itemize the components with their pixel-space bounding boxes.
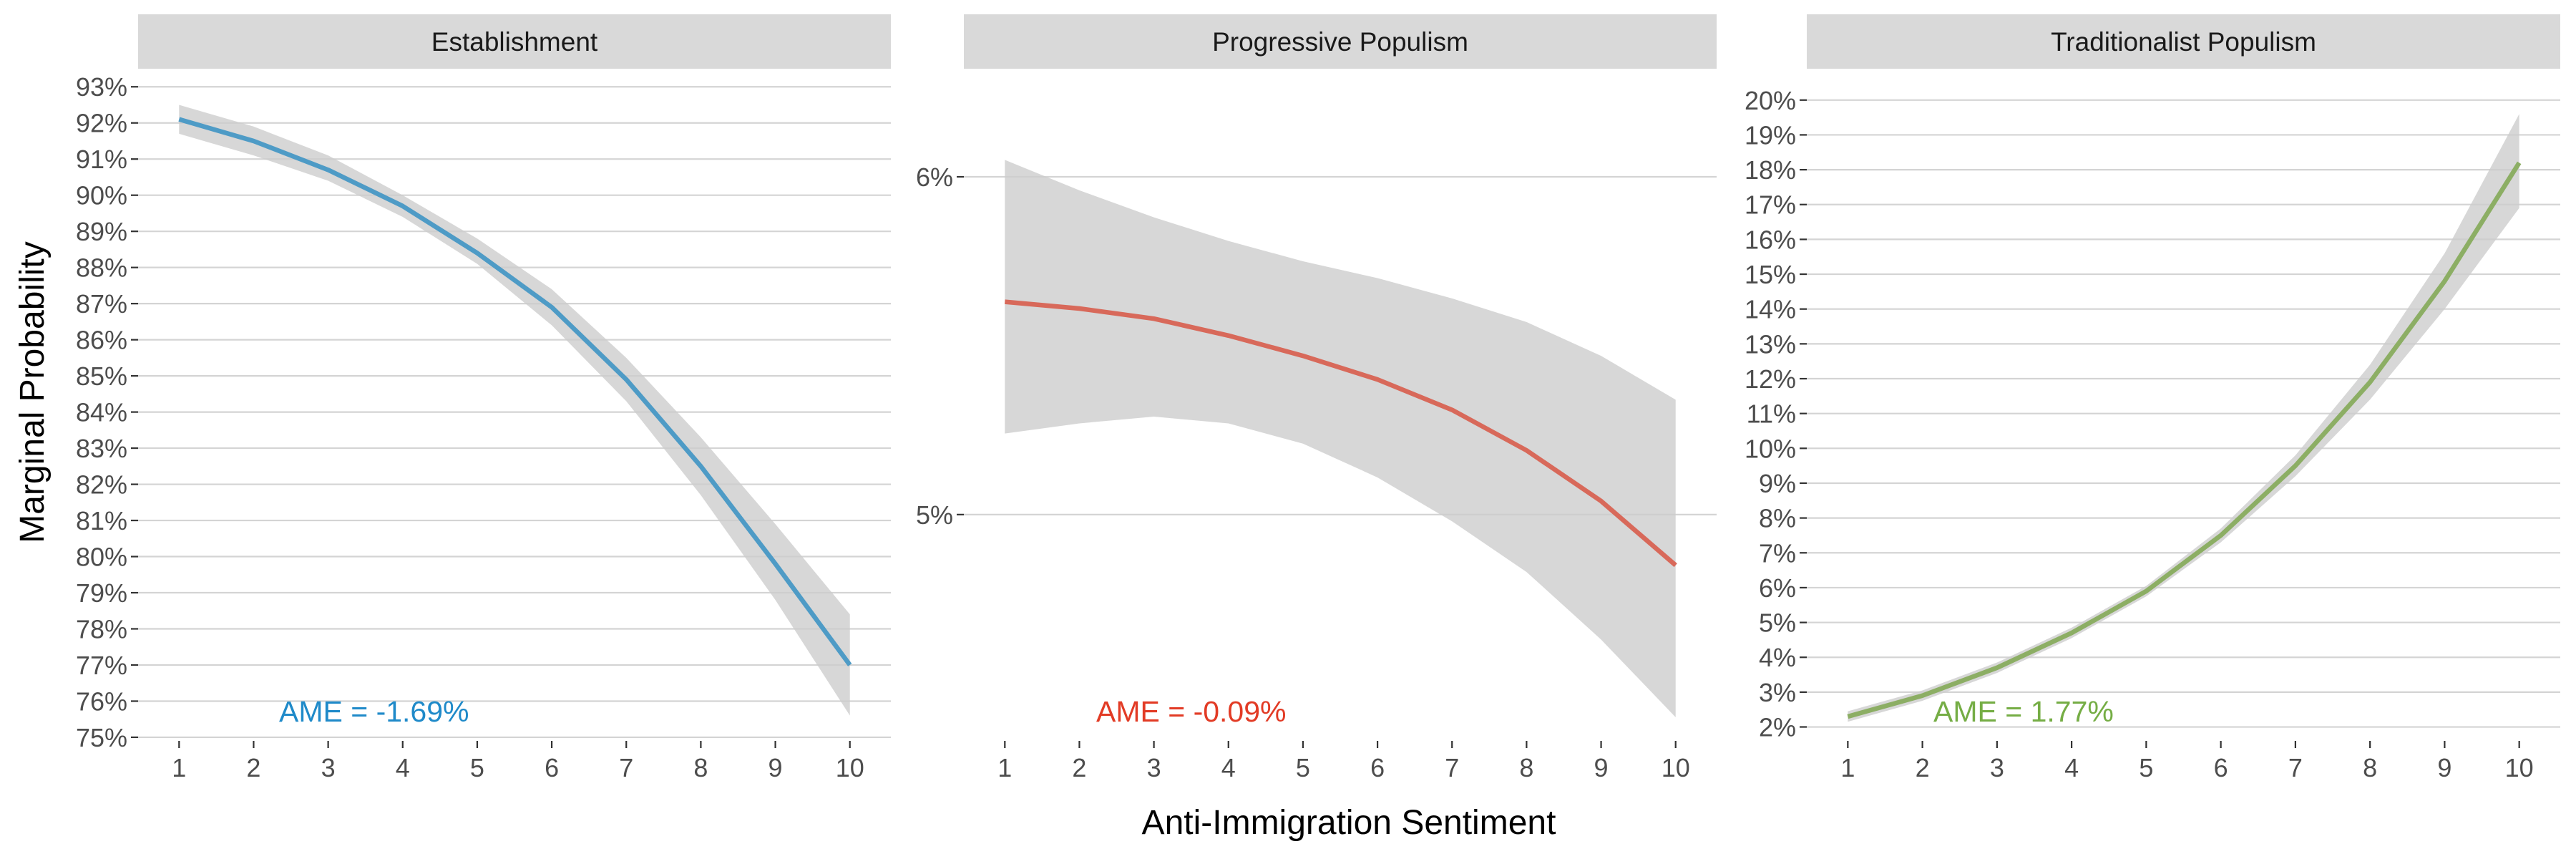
y-tick-label: 16%	[1745, 225, 1796, 254]
y-tick-label: 14%	[1745, 295, 1796, 324]
y-tick-label: 7%	[1759, 538, 1796, 568]
confidence-band	[179, 105, 850, 716]
ame-annotation: AME = -0.09%	[1096, 695, 1286, 728]
x-tick-label: 3	[321, 753, 336, 782]
facet-strip	[138, 14, 891, 69]
x-tick-label: 4	[1221, 753, 1236, 782]
ame-annotation: AME = -1.69%	[279, 695, 469, 728]
y-tick-label: 83%	[76, 434, 127, 463]
series-line	[178, 117, 852, 666]
y-tick-label: 4%	[1759, 643, 1796, 672]
x-tick-label: 4	[2064, 753, 2079, 782]
y-tick-label: 90%	[76, 181, 127, 210]
y-tick-label: 80%	[76, 543, 127, 572]
y-tick-label: 82%	[76, 470, 127, 500]
y-axis-title: Marginal Probability	[14, 241, 52, 543]
y-tick-label: 17%	[1745, 190, 1796, 220]
x-tick-label: 3	[1147, 753, 1161, 782]
x-tick-label: 1	[997, 753, 1012, 782]
y-tick-label: 93%	[76, 72, 127, 102]
series-line	[1004, 299, 1677, 568]
y-tick-label: 86%	[76, 326, 127, 355]
x-tick-label: 5	[2139, 753, 2153, 782]
x-tick-label: 3	[1990, 753, 2004, 782]
y-tick-label: 5%	[916, 500, 953, 530]
x-tick-label: 1	[1840, 753, 1855, 782]
x-tick-label: 10	[836, 753, 864, 782]
facet-strip-label: Establishment	[431, 27, 598, 57]
y-tick-label: 75%	[76, 723, 127, 752]
y-tick-label: 9%	[1759, 469, 1796, 498]
y-tick-label: 12%	[1745, 364, 1796, 394]
y-tick-label: 3%	[1759, 678, 1796, 707]
x-tick-label: 1	[172, 753, 186, 782]
facet-strip	[1807, 14, 2560, 69]
y-tick-label: 5%	[1759, 608, 1796, 638]
y-tick-label: 84%	[76, 398, 127, 427]
x-tick-label: 7	[1445, 753, 1459, 782]
x-axis-title: Anti-Immigration Sentiment	[1142, 804, 1556, 842]
x-tick-label: 7	[619, 753, 633, 782]
x-tick-label: 8	[2363, 753, 2377, 782]
x-tick-label: 4	[396, 753, 410, 782]
y-tick-label: 13%	[1745, 329, 1796, 359]
ame-annotation: AME = 1.77%	[1933, 695, 2114, 728]
x-tick-label: 5	[470, 753, 484, 782]
x-tick-label: 8	[693, 753, 708, 782]
y-tick-label: 8%	[1759, 504, 1796, 533]
y-tick-label: 6%	[1759, 573, 1796, 603]
facet-panel-1: Establishment 75% 76% 77% 78% 79% 80% 81% 82% 83%…	[76, 14, 891, 782]
y-tick-label: 11%	[1747, 399, 1796, 429]
y-tick-label: 6%	[916, 162, 953, 192]
x-tick-label: 7	[2288, 753, 2303, 782]
x-tick-label: 10	[1662, 753, 1690, 782]
x-tick-label: 9	[1594, 753, 1609, 782]
y-tick-label: 85%	[76, 361, 127, 391]
x-tick-label: 2	[1072, 753, 1086, 782]
x-tick-label: 6	[1370, 753, 1385, 782]
y-tick-label: 15%	[1745, 260, 1796, 289]
x-tick-label: 2	[246, 753, 260, 782]
y-tick-label: 19%	[1745, 120, 1796, 150]
x-tick-label: 2	[1916, 753, 1930, 782]
y-tick-label: 89%	[76, 217, 127, 246]
y-tick-label: 91%	[76, 145, 127, 174]
x-tick-label: 6	[2214, 753, 2228, 782]
x-tick-label: 10	[2505, 753, 2534, 782]
y-tick-label: 18%	[1745, 155, 1796, 185]
facet-panel-2: Progressive Populism 5% 6% 1 2 3 4 5 6 7 8 9 10 AME =…	[916, 14, 1717, 782]
y-tick-label: 2%	[1759, 713, 1796, 742]
x-tick-label: 9	[769, 753, 783, 782]
y-tick-label: 76%	[76, 686, 127, 716]
x-tick-label: 9	[2437, 753, 2451, 782]
series-line	[1847, 161, 2522, 719]
y-tick-label: 88%	[76, 253, 127, 283]
x-tick-label: 5	[1296, 753, 1310, 782]
y-tick-label: 92%	[76, 109, 127, 138]
y-tick-label: 81%	[76, 506, 127, 535]
confidence-band	[1005, 160, 1676, 717]
y-tick-label: 20%	[1745, 86, 1796, 115]
y-tick-label: 78%	[76, 615, 127, 644]
facet-strip-label: Progressive Populism	[1212, 27, 1468, 57]
facet-panel-3: Traditionalist Populism 2% 3% 4% 5% 6% 7% 8% 9% 1…	[1745, 14, 2560, 782]
x-tick-label: 6	[545, 753, 559, 782]
y-tick-label: 79%	[76, 578, 127, 608]
facet-strip-label: Traditionalist Populism	[2051, 27, 2316, 57]
facet-strip	[964, 14, 1717, 69]
y-tick-label: 87%	[76, 289, 127, 319]
y-tick-label: 77%	[76, 651, 127, 680]
y-tick-label: 10%	[1745, 434, 1796, 463]
x-tick-label: 8	[1519, 753, 1533, 782]
